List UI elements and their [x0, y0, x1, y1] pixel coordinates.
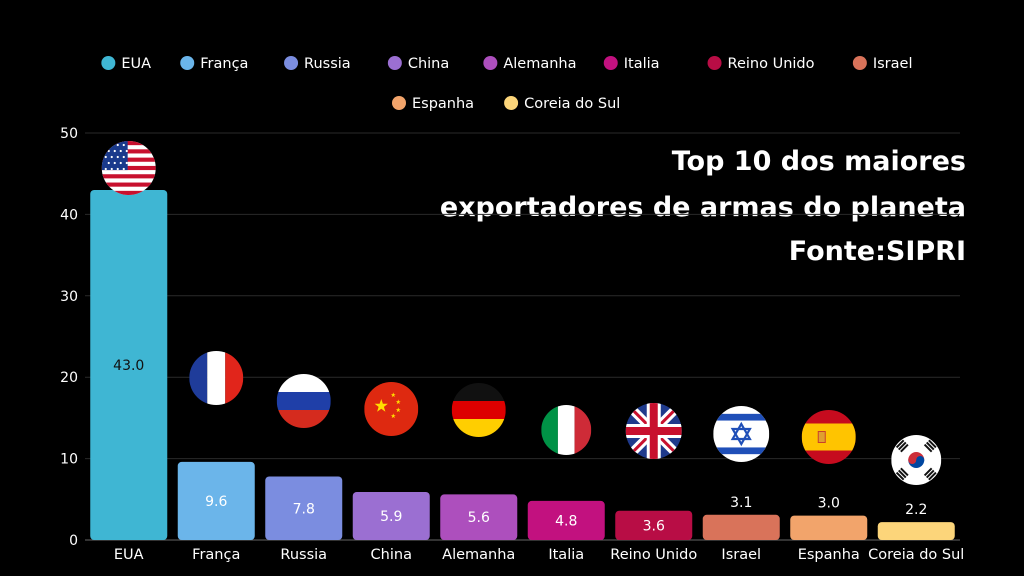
bar — [90, 189, 168, 541]
x-tick-label: Russia — [280, 547, 327, 563]
y-tick-label: 30 — [60, 289, 78, 305]
data-label: 7.8 — [293, 501, 315, 517]
bar — [177, 461, 255, 540]
legend-label: Russia — [304, 56, 351, 72]
x-tick-label: Reino Unido — [610, 547, 697, 563]
x-tick-label: Espanha — [798, 547, 860, 563]
data-label: 3.0 — [818, 496, 840, 512]
data-label: 4.8 — [555, 513, 577, 529]
legend-item: China — [387, 56, 449, 72]
data-label: 9.6 — [205, 494, 227, 510]
legend-label: Alemanha — [503, 56, 576, 72]
y-tick-label: 40 — [60, 207, 78, 223]
bar — [352, 491, 430, 540]
legend-marker — [504, 96, 519, 110]
legend-marker — [603, 56, 618, 70]
italy-flag-icon — [541, 405, 592, 455]
legend-marker — [707, 56, 722, 70]
bar — [527, 500, 605, 540]
legend-marker — [392, 96, 406, 110]
legend-marker — [180, 56, 195, 70]
legend-item: EUA — [101, 56, 151, 72]
bar — [615, 510, 693, 540]
legend-label: EUA — [121, 56, 151, 72]
x-tick-label: Alemanha — [442, 547, 515, 563]
chart-title-line-2: exportadores de armas do planeta — [439, 192, 966, 223]
legend-marker — [387, 56, 402, 70]
x-tick-label: China — [371, 547, 412, 563]
y-tick-label: 10 — [60, 452, 78, 468]
data-label: 3.1 — [730, 495, 752, 511]
bar — [877, 522, 955, 540]
bar — [265, 476, 343, 540]
uk-flag-icon — [625, 403, 682, 459]
legend-marker — [101, 56, 116, 70]
china-flag-icon — [364, 382, 419, 436]
chart-title-line-1: Top 10 dos maiores — [671, 146, 966, 177]
x-tick-label: Israel — [721, 547, 761, 563]
x-tick-label: Coreia do Sul — [868, 547, 964, 563]
data-label: 3.6 — [643, 518, 665, 534]
legend-label: Israel — [873, 56, 913, 72]
legend-item: França — [180, 56, 248, 72]
france-flag-icon — [189, 351, 244, 405]
bar — [440, 494, 518, 540]
legend-marker — [852, 56, 867, 70]
legend-item: Italia — [603, 56, 660, 72]
legend-label: China — [408, 56, 449, 72]
spain-flag-icon — [801, 410, 856, 464]
legend-item: Coreia do Sul — [504, 96, 620, 112]
usa-flag-icon — [101, 141, 156, 195]
bar — [702, 514, 780, 540]
germany-flag-icon — [451, 383, 506, 437]
legend-label: Coreia do Sul — [524, 96, 620, 112]
data-label: 5.6 — [468, 510, 490, 526]
legend-item: Reino Unido — [707, 56, 815, 72]
y-tick-label: 20 — [60, 370, 78, 386]
legend-item: Israel — [852, 56, 913, 72]
x-tick-label: Italia — [548, 547, 584, 563]
russia-flag-icon — [276, 374, 331, 428]
israel-flag-icon — [713, 406, 770, 462]
legend-label: Italia — [624, 56, 660, 72]
legend-label: França — [200, 56, 248, 72]
legend-label: Espanha — [412, 96, 474, 112]
x-tick-label: França — [192, 547, 240, 563]
x-tick-label: EUA — [114, 547, 144, 563]
data-label: 5.9 — [380, 509, 402, 525]
y-tick-label: 50 — [60, 126, 78, 142]
chart-title-line-3: Fonte:SIPRI — [788, 236, 966, 267]
data-label: 2.2 — [905, 502, 927, 518]
legend-item: Russia — [284, 56, 351, 72]
legend-marker — [284, 56, 299, 70]
south-korea-flag-icon — [891, 435, 942, 485]
legend-marker — [483, 56, 498, 70]
data-label: 43.0 — [113, 358, 144, 374]
legend-item: Espanha — [392, 96, 474, 112]
bar — [790, 515, 868, 540]
y-tick-label: 0 — [69, 533, 78, 549]
legend-label: Reino Unido — [728, 56, 815, 72]
legend-item: Alemanha — [483, 56, 577, 72]
